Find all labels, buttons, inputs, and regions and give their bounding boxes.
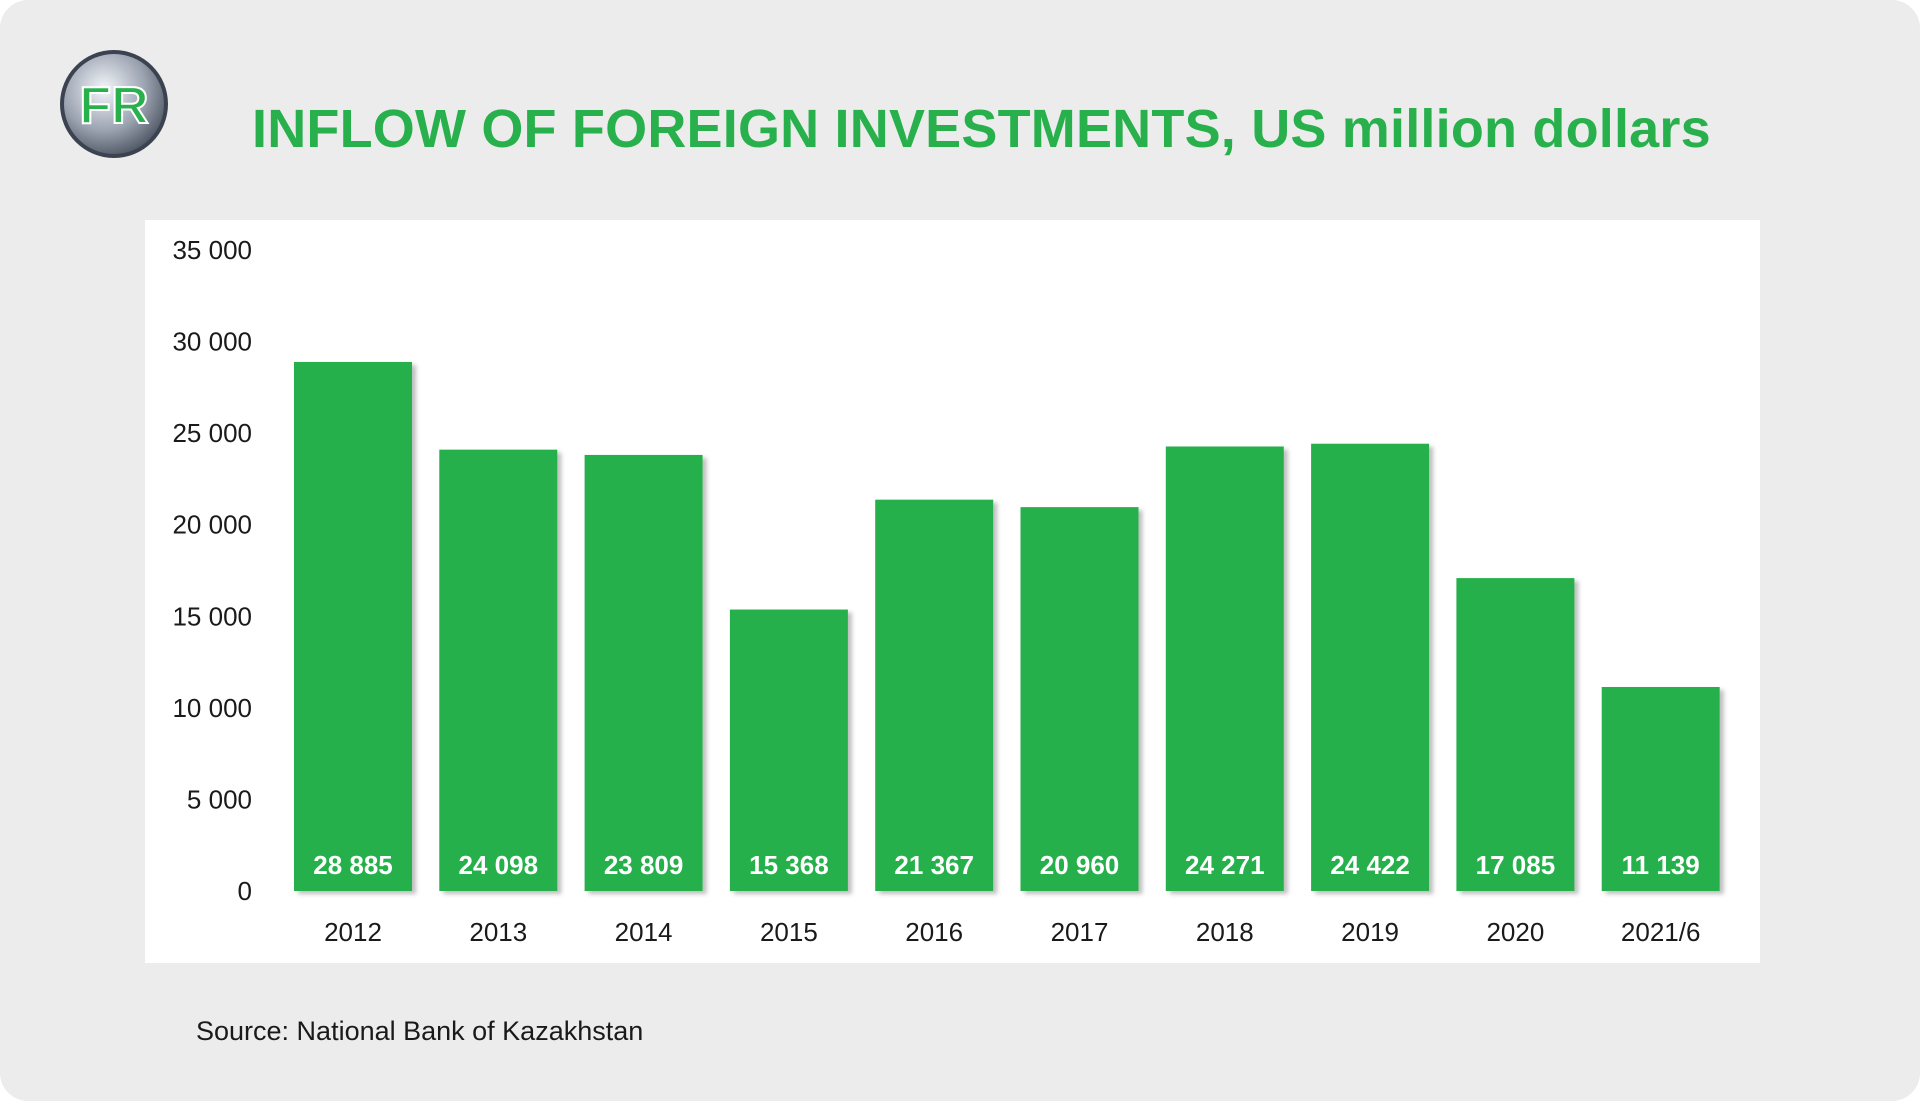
source-note: Source: National Bank of Kazakhstan [196,1016,644,1046]
x-tick-label: 2018 [1196,917,1254,947]
y-tick-label: 35 000 [172,235,252,265]
y-tick-label: 30 000 [172,327,252,357]
y-tick-label: 20 000 [172,510,252,540]
data-label: 21 367 [894,850,974,880]
x-axis: 2012 2013 2014 2015 2016 2017 2018 2019 2020 2021… [324,917,1700,947]
data-label: 11 139 [1622,850,1700,880]
x-tick-label: 2013 [469,917,527,947]
bar [1165,446,1284,891]
svg-text:FR: FR [79,77,148,135]
data-label: 28 885 [313,850,393,880]
bar [439,449,558,891]
x-tick-label: 2012 [324,917,382,947]
data-label: 17 085 [1476,850,1556,880]
bar [294,361,412,892]
data-label: 24 098 [459,850,539,880]
bar [1456,578,1575,891]
x-tick-label: 2014 [615,917,673,947]
bars [294,361,1720,892]
chart-title: INFLOW OF FOREIGN INVESTMENTS, US millio… [252,99,1711,159]
data-label: 24 422 [1330,850,1410,880]
data-label: 15 368 [749,850,829,880]
data-label: 23 809 [604,850,684,880]
bar [1020,507,1139,891]
bar [584,454,703,891]
x-tick-label: 2016 [905,917,963,947]
plot-area: 0 5 000 10 000 15 000 20 000 25 000 30 000 35 0… [145,220,1760,963]
data-label: 24 271 [1185,850,1265,880]
y-tick-label: 15 000 [172,601,252,631]
data-label: 20 960 [1040,850,1120,880]
bar-chart: 0 5 000 10 000 15 000 20 000 25 000 30 000 35 0… [172,235,1720,947]
y-axis: 0 5 000 10 000 15 000 20 000 25 000 30 000 35 0… [172,235,252,906]
y-tick-label: 10 000 [172,693,252,723]
bar [1311,443,1430,891]
x-tick-label: 2015 [760,917,818,947]
bar [1601,686,1720,891]
y-tick-label: 5 000 [187,784,252,814]
x-tick-label: 2019 [1341,917,1399,947]
x-tick-label: 2017 [1051,917,1109,947]
fr-logo: FR [58,48,170,160]
bar [875,499,994,891]
data-labels: 28 885 24 098 23 809 15 368 21 367 20 960 24 2… [313,850,1700,880]
x-tick-label: 2021/6 [1621,917,1701,947]
x-tick-label: 2020 [1486,917,1544,947]
y-tick-label: 25 000 [172,418,252,448]
bar [729,609,848,891]
y-tick-label: 0 [238,876,252,906]
